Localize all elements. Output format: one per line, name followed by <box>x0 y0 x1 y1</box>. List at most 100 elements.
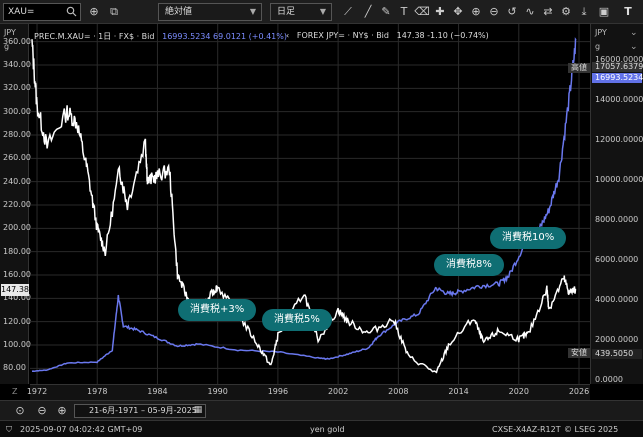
date-range-input[interactable]: 21-6月-1971 – 05-9月-2025 <box>74 404 206 418</box>
status-center-text: yen gold <box>310 425 345 434</box>
x-axis-tick: 2002 <box>327 387 349 396</box>
zoom-icon[interactable]: Z <box>12 387 18 396</box>
current-price-tag: 147.38 <box>1 283 29 296</box>
left-axis-tick: 260.00 <box>3 153 31 163</box>
pan-icon[interactable]: ✥ <box>453 5 463 18</box>
right-axis-title: JPY <box>595 28 607 37</box>
x-axis-tick: 2008 <box>388 387 409 396</box>
range-bar: ⊙ ⊖ ⊕ 21-6月-1971 – 05-9月-2025 ▦ <box>0 400 643 420</box>
left-axis-tick: 220.00 <box>3 200 31 209</box>
export-icon[interactable]: ⤓ <box>581 5 587 18</box>
left-axis-tick: 340.00 <box>3 60 31 69</box>
right-axis-tick: 14000.0000 <box>595 95 643 104</box>
interval-value: 日足 <box>277 7 296 17</box>
layout-icon[interactable]: ▣ <box>598 5 610 18</box>
zoom-out-icon[interactable]: ⊖ <box>37 404 47 417</box>
legend-series-2-values: 147.38 -1.10 (−0.74%) <box>396 31 489 40</box>
left-axis-tick: 180.00 <box>3 246 31 256</box>
legend-series-1-values: 16993.5234 69.0121 (+0.41%) <box>162 32 287 41</box>
chevron-down-icon: ▼ <box>319 7 326 16</box>
x-axis-tick: 1972 <box>26 387 48 396</box>
left-axis-tick: 320.00 <box>3 83 31 93</box>
calendar-back-icon[interactable]: ⊙ <box>15 404 25 417</box>
left-axis-tick: 200.00 <box>3 223 31 233</box>
duplicate-icon[interactable]: ⧉ <box>110 5 118 18</box>
chart-grid <box>30 24 590 384</box>
right-axis-tick: 16000.0000 <box>595 55 643 64</box>
chart-plot[interactable] <box>30 24 590 384</box>
legend-series-1[interactable]: PREC.M.XAU= · 1日 · FX$ · Bid 16993.5234 … <box>34 31 287 42</box>
symbol-input[interactable]: XAU= <box>3 3 81 21</box>
right-axis-tick: 6000.0000 <box>595 255 639 264</box>
status-code: CXSE-X4AZ-R12T <box>492 425 561 434</box>
scale-mode-value: 絶対値 <box>165 7 193 17</box>
low-label: 安値 <box>568 348 590 358</box>
left-axis-tick: 360.00 <box>3 36 31 46</box>
line-chart-icon[interactable]: ⟋ <box>344 5 352 18</box>
right-axis-tick: 4000.0000 <box>595 295 639 304</box>
add-icon[interactable]: ⊕ <box>89 5 99 18</box>
legend-series-2[interactable]: ‹ FOREX JPY= · NY$ · Bid 147.38 -1.10 (−… <box>286 31 489 40</box>
eraser-icon[interactable]: ⌫ <box>414 5 430 18</box>
left-axis-tick: 240.00 <box>3 176 31 186</box>
text-tool-icon[interactable]: T <box>400 5 408 18</box>
series-line-fx <box>31 39 577 374</box>
zoom-out-icon[interactable]: ⊖ <box>489 5 499 18</box>
high-value-tag: 17057.6379 <box>592 62 643 72</box>
left-axis-tick: 300.00 <box>3 106 31 116</box>
interval-select[interactable]: 日足 ▼ <box>270 3 332 21</box>
left-axis-title: JPY <box>4 28 16 37</box>
right-axis-tick: 8000.0000 <box>595 215 639 224</box>
right-axis-tick: 2000.0000 <box>595 335 639 344</box>
draw-line-icon[interactable]: ╱ <box>364 5 372 18</box>
x-axis: 1972 1978 1984 1990 1996 2002 2008 2014 2020 2026 <box>26 384 590 400</box>
date-range-value: 21-6月-1971 – 05-9月-2025 <box>89 406 197 415</box>
reset-zoom-icon[interactable]: ↺ <box>507 5 517 18</box>
x-axis-tick: 2014 <box>448 387 469 396</box>
legend-series-2-name: FOREX JPY= · NY$ · Bid <box>296 31 389 40</box>
left-axis-tick: 80.00 <box>3 363 26 373</box>
scale-mode-select[interactable]: 絶対値 ▼ <box>158 3 262 21</box>
left-axis-tick: 140.00 <box>3 293 31 303</box>
symbol-input-value: XAU= <box>8 7 35 17</box>
status-timestamp: 2025-09-07 04:02:42 GMT+09 <box>20 425 143 434</box>
x-axis-tick: 2020 <box>508 387 529 396</box>
annotation-bubble[interactable]: 消費税+3% <box>178 299 257 321</box>
status-copyright: © LSEG 2025 <box>564 425 619 434</box>
pin-icon[interactable]: ⛉ <box>6 425 12 434</box>
chevron-down-icon[interactable]: ⌄ <box>630 28 638 38</box>
annotation-bubble[interactable]: 消費税5% <box>262 309 332 331</box>
zoom-in-icon[interactable]: ⊕ <box>471 5 481 18</box>
x-axis-tick: 1984 <box>147 387 168 396</box>
trading-logo-icon: T <box>624 5 632 18</box>
series-line-gold <box>31 37 577 372</box>
left-axis-tick: 160.00 <box>3 270 31 279</box>
x-axis-tick: 1990 <box>207 387 228 396</box>
last-value-tag: 16993.5234 <box>592 73 643 83</box>
settings-icon[interactable]: ⚙ <box>561 5 571 18</box>
calendar-icon[interactable]: ▦ <box>193 405 203 415</box>
right-axis-tick: 12000.0000 <box>595 135 643 144</box>
left-axis-tick: 280.00 <box>3 130 31 139</box>
chevron-down-icon: ▼ <box>249 7 256 16</box>
left-axis-tick: 100.00 <box>3 340 31 349</box>
annotation-bubble[interactable]: 消費税8% <box>434 254 504 276</box>
collapse-legend-icon[interactable]: ‹ <box>286 31 290 40</box>
compare-icon[interactable]: ⇄ <box>543 5 553 18</box>
right-axis: JPY g 16000.0000 14000.0000 12000.0000 1000… <box>590 24 643 384</box>
zoom-in-icon[interactable]: ⊕ <box>57 404 67 417</box>
indicator-icon[interactable]: ∿ <box>525 5 535 18</box>
toolbar: XAU= ⊕ ⧉ 絶対値 ▼ 日足 ▼ ⟋ ╱ ✎ T ⌫ ✚ ✥ ⊕ ⊖ ↺ … <box>0 0 643 24</box>
annotation-bubble[interactable]: 消費税10% <box>490 227 567 249</box>
crosshair-icon[interactable]: ✚ <box>435 5 445 18</box>
chevron-down-icon[interactable]: ⌄ <box>630 42 638 52</box>
search-icon[interactable] <box>66 6 77 23</box>
right-axis-subtitle: g <box>595 42 601 51</box>
x-axis-tick: 1978 <box>87 387 108 396</box>
status-bar: ⛉ 2025-09-07 04:02:42 GMT+09 yen gold CX… <box>0 420 643 437</box>
right-axis-tick: 0.0000 <box>595 375 623 384</box>
left-axis: JPY g 360.00 340.00 320.00 300.00 280.00 260.… <box>0 24 31 384</box>
low-value-tag: 439.5050 <box>592 349 642 359</box>
left-axis-subtitle: g <box>4 42 10 51</box>
draw-tool-icon[interactable]: ✎ <box>381 5 391 18</box>
